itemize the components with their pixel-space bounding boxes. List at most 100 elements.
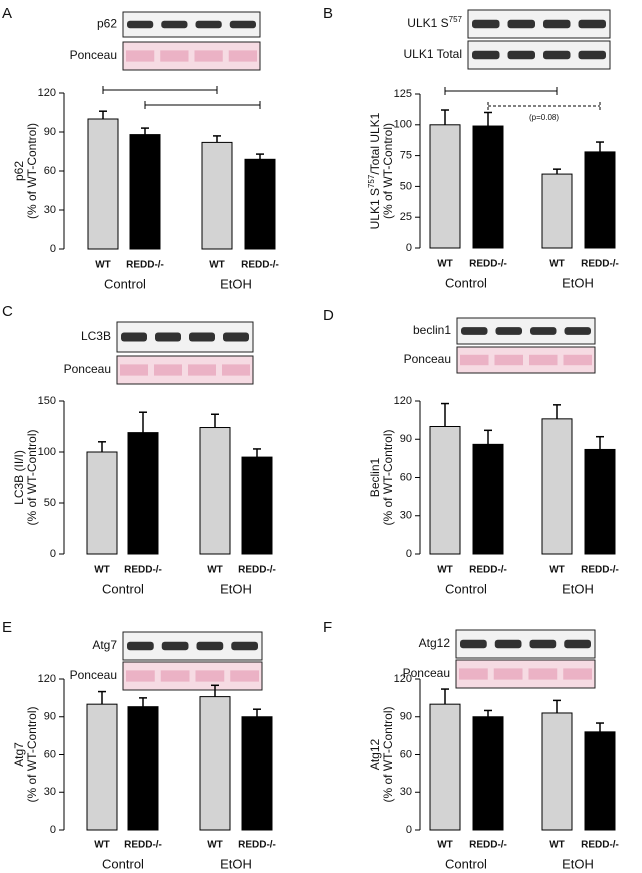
panel-letter: D <box>323 307 334 324</box>
x-tick-label: REDD-/- <box>581 565 619 576</box>
bar <box>127 706 159 831</box>
blot-label: Atg7 <box>92 638 117 652</box>
blot-band <box>460 639 487 649</box>
y-tick-label: 0 <box>406 242 412 254</box>
blot-band <box>564 327 591 335</box>
group-label: EtOH <box>562 275 594 290</box>
y-tick-label: 0 <box>50 824 56 836</box>
group-label: EtOH <box>220 276 252 291</box>
panel-letter: E <box>2 619 12 636</box>
blot-band <box>529 354 558 366</box>
blot-band <box>222 364 250 376</box>
group-label: EtOH <box>220 856 252 871</box>
y-tick-label: 30 <box>44 786 56 798</box>
x-tick-label: REDD-/- <box>469 840 507 851</box>
y-tick-label: 30 <box>400 786 412 798</box>
bar <box>584 731 616 831</box>
blot-band <box>495 327 522 335</box>
x-tick-label: WT <box>549 259 565 270</box>
x-tick-label: REDD-/- <box>124 840 162 851</box>
group-label: EtOH <box>562 581 594 596</box>
blot-band <box>127 641 154 651</box>
x-tick-label: REDD-/- <box>126 260 164 271</box>
y-tick-label: 125 <box>394 88 412 100</box>
blot-band <box>126 670 155 682</box>
blot-label: Ponceau <box>70 668 117 682</box>
blot-band <box>543 19 571 29</box>
y-axis-label: p62 <box>12 161 26 181</box>
x-tick-label: WT <box>95 260 111 271</box>
x-tick-label: REDD-/- <box>238 840 276 851</box>
y-tick-label: 60 <box>44 748 56 760</box>
y-tick-label: 90 <box>400 711 412 723</box>
blot-label: p62 <box>97 17 117 31</box>
blot-band <box>507 19 535 29</box>
blot-band <box>195 670 225 682</box>
y-tick-label: 120 <box>394 673 412 685</box>
blot-band <box>231 641 258 651</box>
y-tick-label: 120 <box>38 673 56 685</box>
blot-band <box>472 50 500 60</box>
blot-band <box>121 332 147 342</box>
y-tick-label: 150 <box>38 395 56 407</box>
x-tick-label: REDD-/- <box>469 259 507 270</box>
blot-band <box>161 641 189 651</box>
y-axis-label: (% of WT-Control) <box>381 706 395 802</box>
blot-band <box>223 332 249 342</box>
bar <box>127 432 159 555</box>
y-axis-label-part: /Total ULK1 <box>368 112 382 174</box>
group-label: Control <box>104 276 146 291</box>
x-tick-label: WT <box>437 840 453 851</box>
blot-band <box>120 364 148 376</box>
blot-band <box>564 639 591 649</box>
x-tick-label: WT <box>549 565 565 576</box>
blot-label-part: 757 <box>449 15 463 24</box>
blot-band <box>188 364 216 376</box>
y-axis-label: (% of WT-Control) <box>381 429 395 525</box>
y-axis-label: (% of WT-Control) <box>25 123 39 219</box>
bar <box>584 151 616 249</box>
blot-band <box>578 19 606 29</box>
blot-label: beclin1 <box>413 323 451 337</box>
y-tick-label: 0 <box>406 548 412 560</box>
panel-letter: C <box>2 303 13 320</box>
y-axis-label: ULK1 S757/Total ULK1 <box>367 112 383 229</box>
y-tick-label: 30 <box>44 204 56 216</box>
blot-label: Atg12 <box>419 636 451 650</box>
x-tick-label: REDD-/- <box>581 840 619 851</box>
y-axis-label: LC3B (II/I) <box>12 450 26 505</box>
bar <box>472 716 504 831</box>
bar <box>241 716 273 831</box>
bar <box>86 451 118 555</box>
blot-band <box>160 50 189 62</box>
y-axis-label: Atg12 <box>368 738 382 770</box>
group-label: Control <box>445 856 487 871</box>
bar <box>472 125 504 249</box>
blot-band <box>127 20 154 29</box>
blot-band <box>494 354 523 366</box>
y-tick-label: 120 <box>38 87 56 99</box>
y-tick-label: 75 <box>400 150 412 162</box>
bar <box>472 443 504 555</box>
blot-band <box>461 327 488 335</box>
group-label: EtOH <box>562 856 594 871</box>
bar <box>87 118 119 250</box>
blot-band <box>563 668 592 680</box>
bar <box>241 456 273 555</box>
blot-band <box>494 639 522 649</box>
bar <box>429 703 461 831</box>
group-label: Control <box>445 581 487 596</box>
x-tick-label: WT <box>437 259 453 270</box>
x-tick-label: WT <box>437 565 453 576</box>
y-tick-label: 90 <box>44 711 56 723</box>
x-tick-label: WT <box>94 840 110 851</box>
y-axis-label-part: 757 <box>367 174 376 188</box>
bar <box>541 418 573 555</box>
blot-label: LC3B <box>81 329 111 343</box>
x-tick-label: WT <box>549 840 565 851</box>
blot-label: Ponceau <box>403 666 450 680</box>
y-axis-label-part: ULK1 S <box>368 188 382 229</box>
group-label: Control <box>102 856 144 871</box>
panel-letter: A <box>2 5 12 22</box>
